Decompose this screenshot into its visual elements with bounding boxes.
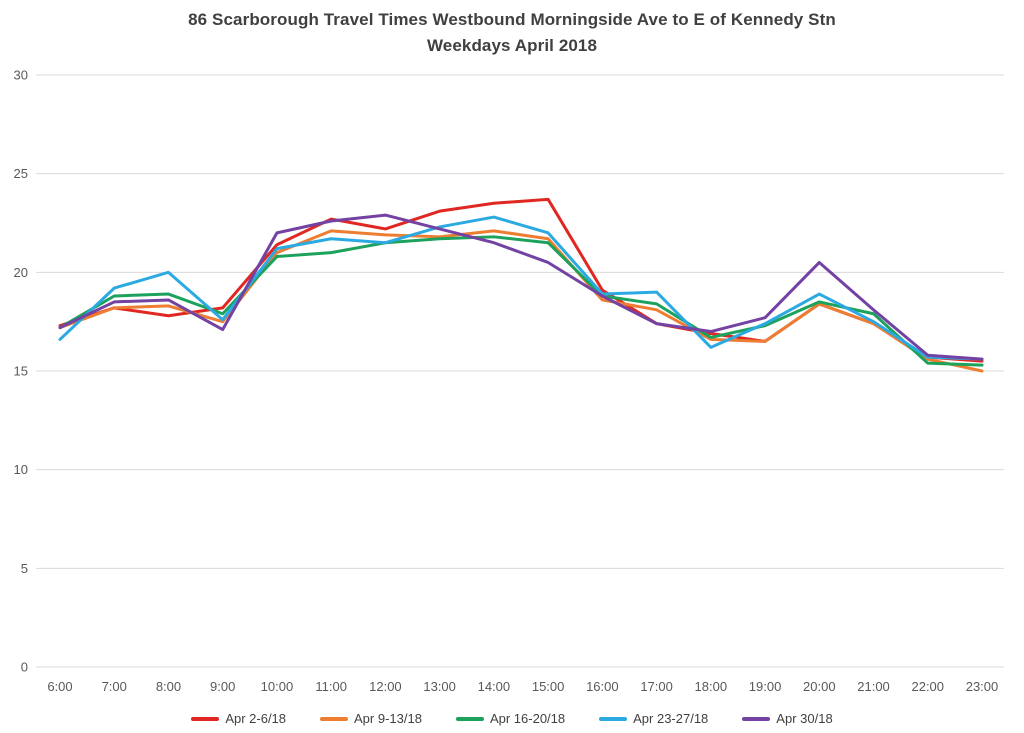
y-tick-label: 0 bbox=[21, 660, 28, 675]
x-tick-label: 20:00 bbox=[803, 679, 836, 694]
x-tick-label: 17:00 bbox=[640, 679, 673, 694]
chart-title: 86 Scarborough Travel Times Westbound Mo… bbox=[0, 7, 1024, 59]
x-axis-tick-labels: 6:00 7:00 8:00 9:00 10:00 11:00 12:00 13:00 14:0… bbox=[47, 679, 998, 694]
y-tick-label: 30 bbox=[14, 68, 28, 83]
legend-item-apr-9-13-18: Apr 9-13/18 bbox=[320, 711, 422, 726]
series-line-apr-23-27-18 bbox=[58, 215, 984, 361]
chart-title-line-1: 86 Scarborough Travel Times Westbound Mo… bbox=[188, 10, 836, 29]
legend-label: Apr 9-13/18 bbox=[354, 711, 422, 726]
legend-item-apr-23-27-18: Apr 23-27/18 bbox=[599, 711, 708, 726]
legend-label: Apr 23-27/18 bbox=[633, 711, 709, 726]
x-tick-label: 15:00 bbox=[532, 679, 565, 694]
y-tick-label: 10 bbox=[14, 462, 28, 477]
legend-label: Apr 16-20/18 bbox=[489, 711, 566, 726]
y-tick-label: 20 bbox=[14, 265, 28, 280]
legend-label: Apr 2-6/18 bbox=[225, 711, 287, 726]
series-line-apr-30-18 bbox=[58, 213, 984, 361]
legend-label: Apr 30/18 bbox=[776, 711, 833, 726]
y-tick-label: 5 bbox=[21, 561, 28, 576]
x-tick-label: 16:00 bbox=[586, 679, 619, 694]
series-line-apr-16-20-18 bbox=[58, 235, 984, 367]
x-tick-label: 22:00 bbox=[911, 679, 944, 694]
x-tick-label: 11:00 bbox=[315, 679, 347, 694]
x-tick-label: 7:00 bbox=[102, 679, 127, 694]
legend-item-apr-30-18: Apr 30/18 bbox=[742, 711, 833, 726]
x-tick-label: 12:00 bbox=[369, 679, 402, 694]
legend-swatch-icon bbox=[599, 716, 628, 721]
chart-title-line-2: Weekdays April 2018 bbox=[426, 36, 598, 55]
x-tick-label: 21:00 bbox=[857, 679, 890, 694]
legend-swatch-icon bbox=[191, 716, 220, 721]
x-tick-label: 18:00 bbox=[695, 679, 728, 694]
x-tick-label: 8:00 bbox=[156, 679, 181, 694]
y-tick-label: 25 bbox=[14, 166, 28, 181]
x-tick-label: 6:00 bbox=[47, 679, 72, 694]
y-axis-tick-labels: 0 5 10 15 20 25 30 bbox=[14, 68, 28, 675]
legend-swatch-icon bbox=[320, 716, 349, 721]
series-lines bbox=[58, 197, 984, 373]
x-tick-label: 10:00 bbox=[261, 679, 294, 694]
legend-swatch-icon bbox=[742, 716, 771, 721]
series-line-apr-9-13-18 bbox=[58, 229, 984, 373]
legend-item-apr-2-6-18: Apr 2-6/18 bbox=[191, 711, 286, 726]
x-tick-label: 14:00 bbox=[478, 679, 511, 694]
legend-item-apr-16-20-18: Apr 16-20/18 bbox=[455, 711, 566, 726]
x-tick-label: 19:00 bbox=[749, 679, 782, 694]
x-tick-label: 9:00 bbox=[210, 679, 235, 694]
chart-legend: Apr 2-6/18 Apr 9-13/18 Apr 16-20/18 Apr 23-… bbox=[0, 711, 1024, 726]
y-tick-label: 15 bbox=[14, 364, 28, 379]
legend-swatch-icon bbox=[455, 716, 484, 721]
x-tick-label: 23:00 bbox=[966, 679, 999, 694]
x-tick-label: 13:00 bbox=[423, 679, 456, 694]
gridlines bbox=[36, 74, 1004, 668]
